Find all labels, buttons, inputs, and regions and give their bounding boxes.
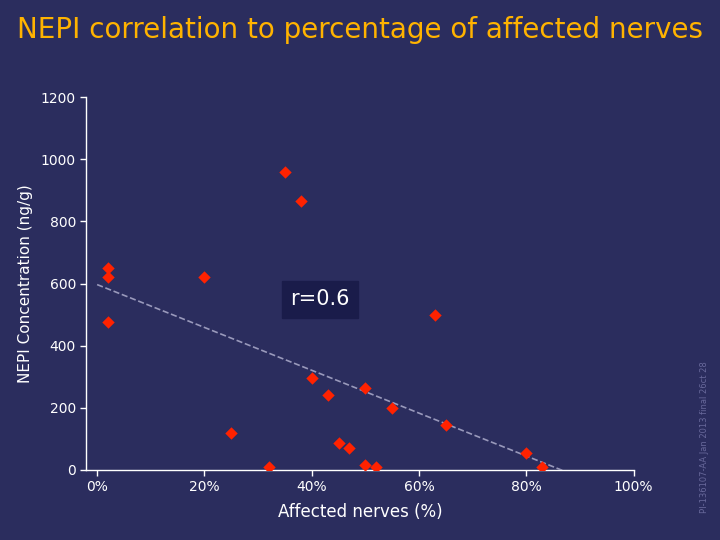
Point xyxy=(333,439,344,448)
Point xyxy=(359,383,371,392)
Y-axis label: NEPI Concentration (ng/g): NEPI Concentration (ng/g) xyxy=(17,184,32,383)
Point xyxy=(199,273,210,282)
Point xyxy=(387,403,398,412)
Point xyxy=(102,273,114,282)
Point xyxy=(440,421,451,429)
Point xyxy=(536,462,548,471)
Point xyxy=(306,374,318,382)
Text: r=0.6: r=0.6 xyxy=(290,289,350,309)
X-axis label: Affected nerves (%): Affected nerves (%) xyxy=(278,503,442,521)
Point xyxy=(102,318,114,327)
Point xyxy=(295,197,307,206)
Point xyxy=(322,391,333,400)
Point xyxy=(359,461,371,469)
Point xyxy=(279,167,291,176)
Text: PI-136107-AA Jan 2013 final 26ct 28: PI-136107-AA Jan 2013 final 26ct 28 xyxy=(701,361,709,513)
Point xyxy=(225,428,237,437)
Text: NEPI correlation to percentage of affected nerves: NEPI correlation to percentage of affect… xyxy=(17,16,703,44)
Point xyxy=(263,462,274,471)
Point xyxy=(102,264,114,272)
Point xyxy=(521,448,532,457)
Point xyxy=(370,462,382,471)
Point xyxy=(343,444,355,453)
Point xyxy=(429,310,441,319)
